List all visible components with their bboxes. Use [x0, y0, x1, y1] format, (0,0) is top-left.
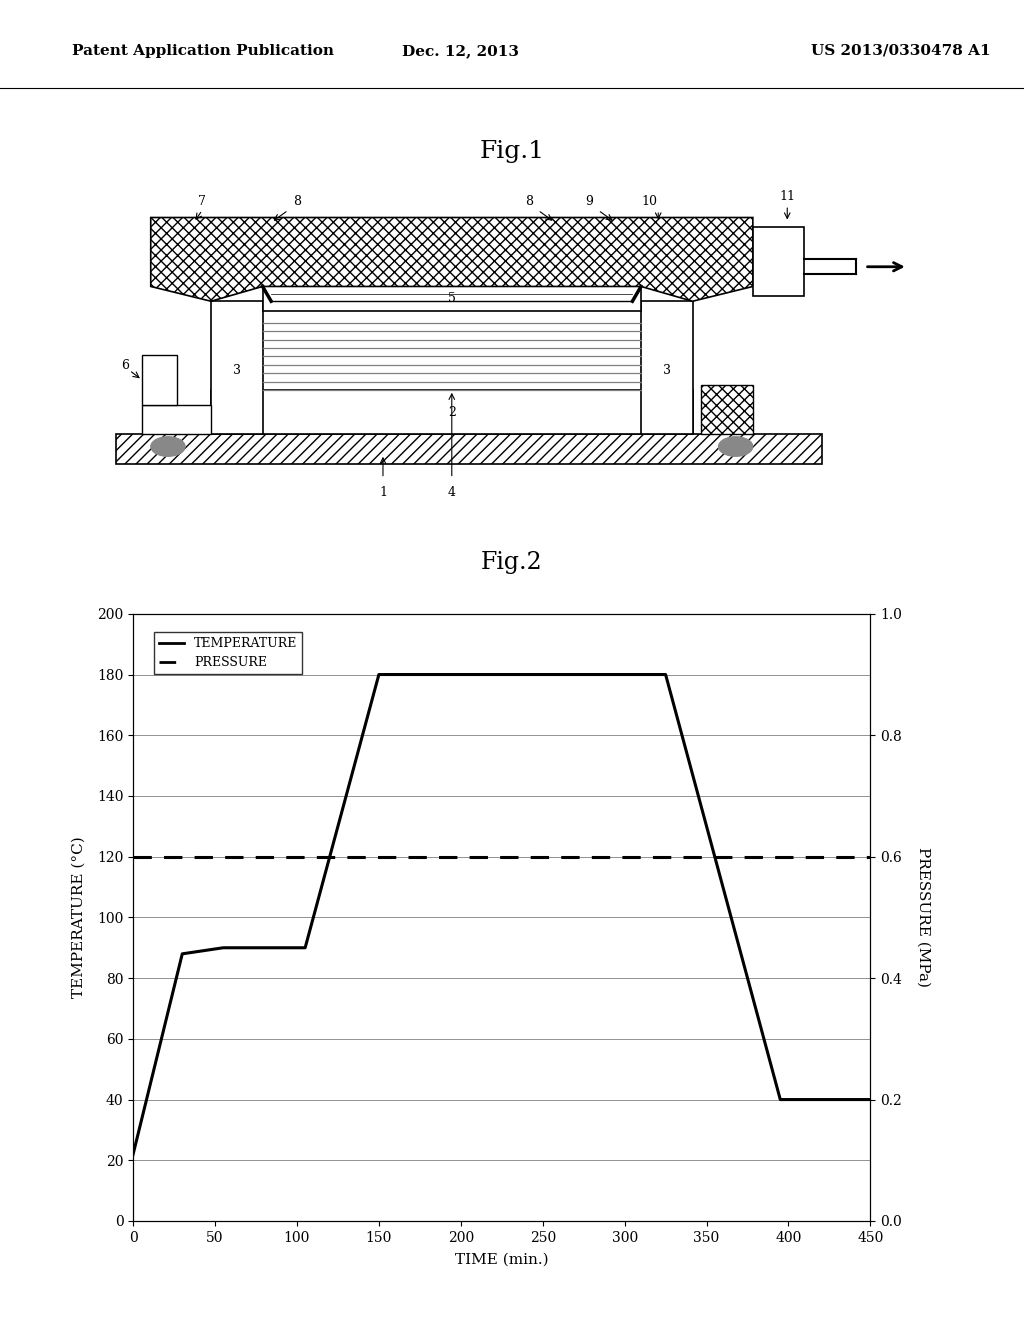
Legend: TEMPERATURE, PRESSURE: TEMPERATURE, PRESSURE [155, 632, 302, 675]
Line: TEMPERATURE: TEMPERATURE [133, 675, 870, 1154]
TEMPERATURE [176, 946, 188, 962]
Text: 7: 7 [199, 194, 206, 207]
TEMPERATURE [864, 1092, 877, 1107]
Text: 5: 5 [447, 292, 456, 305]
Text: 2: 2 [447, 405, 456, 418]
Bar [211, 389, 692, 434]
Bar [641, 301, 692, 434]
Text: 1: 1 [379, 486, 387, 499]
Polygon shape [151, 218, 753, 301]
Text: 9: 9 [586, 194, 593, 207]
Y-axis label: PRESSURE (MPa): PRESSURE (MPa) [915, 847, 930, 987]
Text: 8: 8 [525, 194, 534, 207]
TEMPERATURE [659, 667, 672, 682]
Text: 4: 4 [447, 486, 456, 499]
TEMPERATURE [373, 667, 385, 682]
TEMPERATURE [217, 940, 229, 956]
Y-axis label: TEMPERATURE (°C): TEMPERATURE (°C) [72, 837, 86, 998]
Text: Fig.1: Fig.1 [479, 140, 545, 164]
X-axis label: TIME (min.): TIME (min.) [455, 1253, 549, 1267]
Bar [142, 405, 211, 434]
Text: Dec. 12, 2013: Dec. 12, 2013 [402, 44, 519, 58]
Circle shape [719, 437, 753, 457]
Text: 10: 10 [641, 194, 657, 207]
TEMPERATURE [774, 1092, 786, 1107]
Text: Fig.2: Fig.2 [481, 552, 543, 574]
Text: 11: 11 [779, 190, 796, 203]
TEMPERATURE [127, 1146, 139, 1162]
Text: US 2013/0330478 A1: US 2013/0330478 A1 [811, 44, 991, 58]
Text: 3: 3 [232, 364, 241, 376]
Text: Patent Application Publication: Patent Application Publication [72, 44, 334, 58]
Bar [211, 301, 262, 434]
Bar [117, 434, 821, 463]
Bar [262, 286, 641, 312]
Text: 8: 8 [293, 194, 301, 207]
Text: 3: 3 [663, 364, 671, 376]
Bar [753, 227, 805, 296]
Bar [701, 385, 753, 434]
Circle shape [151, 437, 185, 457]
TEMPERATURE [299, 940, 311, 956]
Text: 6: 6 [121, 359, 129, 372]
Bar [142, 355, 176, 405]
